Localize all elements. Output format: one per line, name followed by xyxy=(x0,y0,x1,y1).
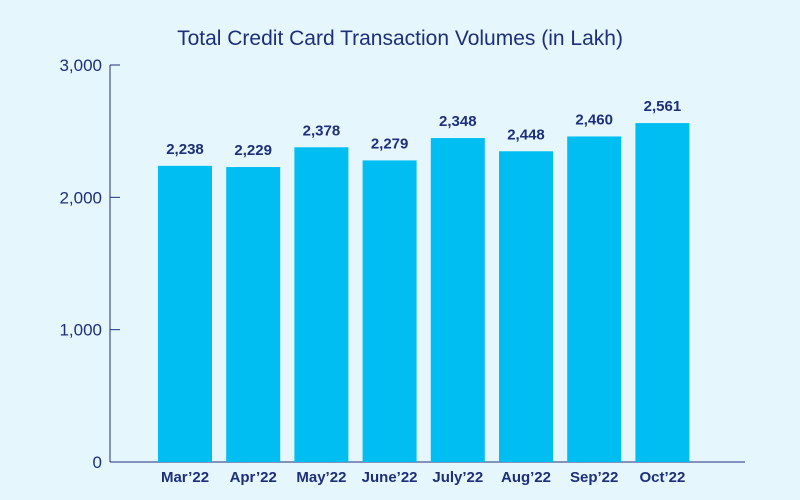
data-label: 2,229 xyxy=(234,142,272,159)
bar xyxy=(499,151,553,463)
x-tick-label: Sep’22 xyxy=(570,469,618,486)
data-label: 2,460 xyxy=(575,111,613,128)
y-tick-label: 3,000 xyxy=(59,56,102,75)
y-tick-label: 0 xyxy=(93,453,102,472)
x-tick-label: Oct’22 xyxy=(639,469,685,486)
labels: 2,238 Mar’22 2,229 Apr’22 2,378 May’22 2,279 Ju… xyxy=(161,98,685,486)
bar xyxy=(567,136,622,462)
y-tick-label: 2,000 xyxy=(59,188,102,207)
bar xyxy=(226,167,281,463)
y-tick-label: 1,000 xyxy=(59,321,102,340)
x-tick-label: Aug’22 xyxy=(501,469,551,486)
bar xyxy=(430,138,485,462)
chart-title: Total Credit Card Transaction Volumes (i… xyxy=(177,27,623,50)
bar xyxy=(294,147,349,462)
x-tick-label: Mar’22 xyxy=(161,469,209,486)
data-label: 2,238 xyxy=(166,141,204,158)
bar xyxy=(635,123,690,462)
data-label: 2,279 xyxy=(371,135,409,152)
data-label: 2,561 xyxy=(644,98,682,115)
x-tick-label: Apr’22 xyxy=(230,469,277,486)
bars xyxy=(158,123,690,463)
bar xyxy=(158,165,212,462)
data-label: 2,348 xyxy=(439,113,477,130)
data-label: 2,378 xyxy=(303,122,341,139)
axes: 0 1,000 2,000 3,000 xyxy=(59,56,745,472)
bar xyxy=(362,160,417,462)
data-label: 2,448 xyxy=(507,126,545,143)
x-tick-label: July’22 xyxy=(432,469,483,486)
x-tick-label: May’22 xyxy=(296,469,346,486)
x-tick-label: June’22 xyxy=(362,469,418,486)
